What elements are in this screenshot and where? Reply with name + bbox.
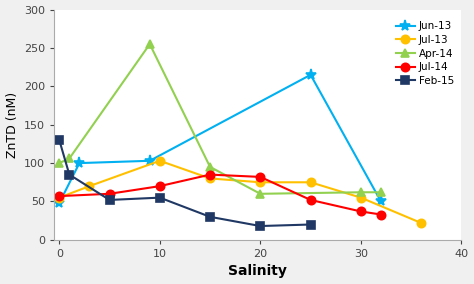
Feb-15	[308, 223, 313, 226]
X-axis label: Salinity: Salinity	[228, 264, 287, 278]
Apr-14	[378, 191, 384, 194]
Jul-14	[207, 173, 213, 176]
Feb-15	[107, 198, 112, 202]
Feb-15	[66, 173, 72, 176]
Feb-15	[207, 215, 213, 218]
Jul-14	[56, 195, 62, 198]
Jul-13	[56, 196, 62, 199]
Jun-13	[308, 73, 313, 76]
Jul-14	[157, 184, 163, 188]
Line: Feb-15: Feb-15	[55, 136, 315, 230]
Apr-14	[56, 161, 62, 165]
Jul-13	[419, 221, 424, 225]
Feb-15	[257, 224, 263, 228]
Jul-13	[87, 184, 92, 188]
Legend: Jun-13, Jul-13, Apr-14, Jul-14, Feb-15: Jun-13, Jul-13, Apr-14, Jul-14, Feb-15	[394, 19, 456, 88]
Jul-14	[257, 175, 263, 179]
Jul-13	[308, 181, 313, 184]
Apr-14	[66, 157, 72, 160]
Apr-14	[147, 42, 153, 46]
Jul-13	[257, 181, 263, 184]
Jul-14	[378, 213, 384, 216]
Apr-14	[257, 192, 263, 195]
Apr-14	[358, 191, 364, 194]
Apr-14	[207, 165, 213, 169]
Line: Apr-14: Apr-14	[55, 40, 385, 198]
Jun-13	[378, 200, 384, 203]
Jul-14	[358, 210, 364, 213]
Jul-14	[308, 198, 313, 202]
Y-axis label: ZnTD (nM): ZnTD (nM)	[6, 92, 18, 158]
Feb-15	[157, 196, 163, 199]
Jun-13	[76, 161, 82, 165]
Line: Jun-13: Jun-13	[54, 69, 386, 208]
Jul-13	[207, 177, 213, 180]
Jun-13	[147, 159, 153, 162]
Feb-15	[56, 138, 62, 142]
Line: Jul-13: Jul-13	[55, 156, 425, 227]
Jul-14	[107, 192, 112, 195]
Jul-13	[157, 159, 163, 162]
Line: Jul-14: Jul-14	[55, 170, 385, 219]
Jun-13	[56, 201, 62, 205]
Jul-13	[358, 196, 364, 199]
